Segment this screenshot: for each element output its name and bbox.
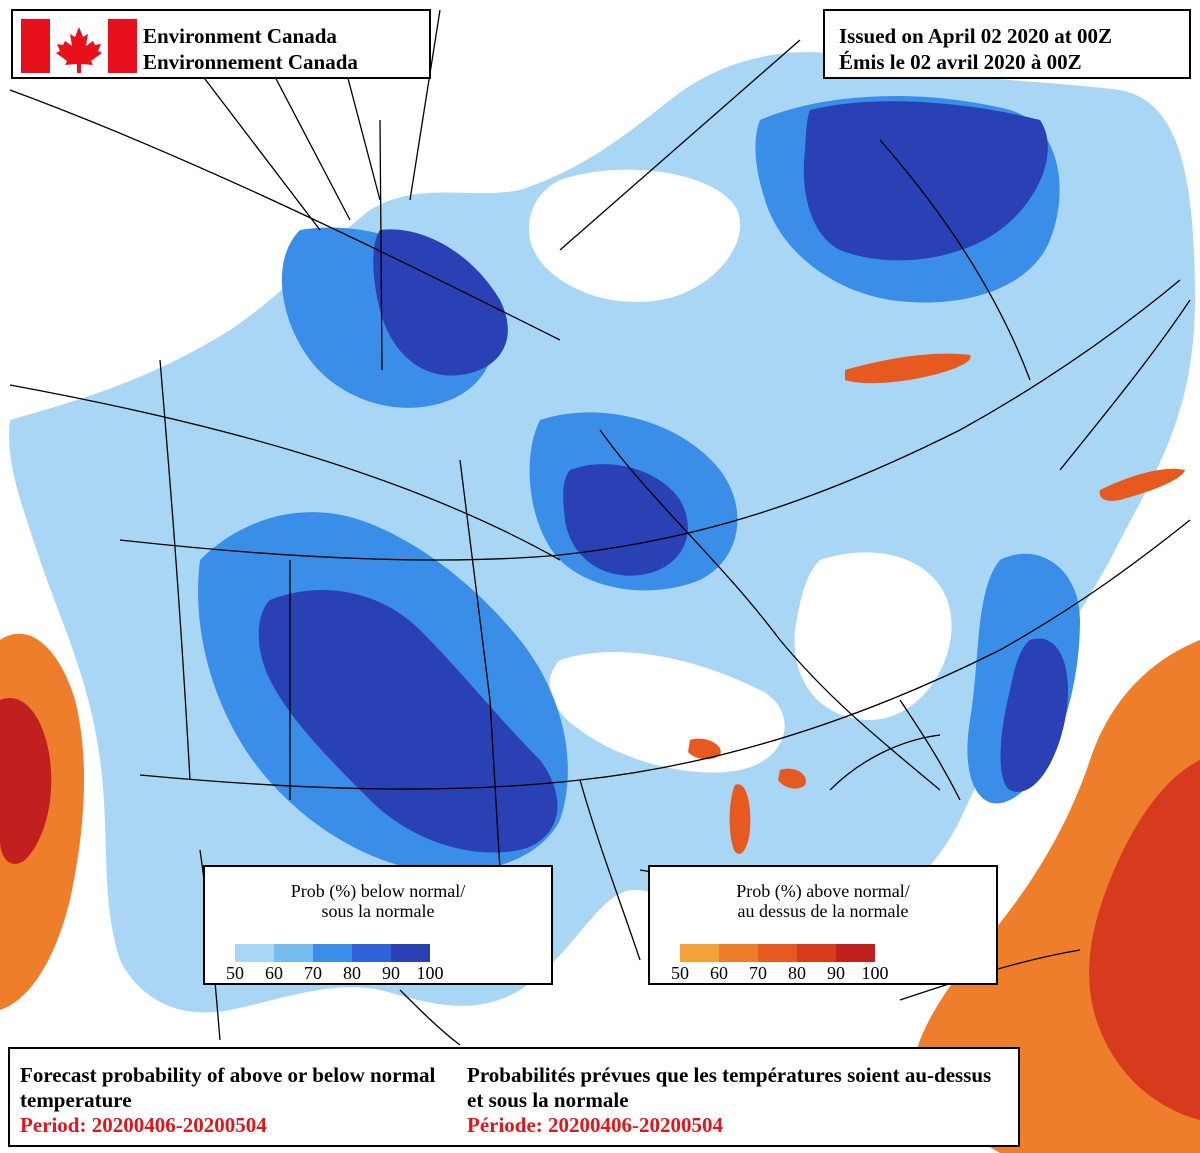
legend-tick-label: 90	[382, 963, 400, 983]
legend-tick-label: 100	[861, 963, 889, 983]
canada-flag-icon	[21, 19, 137, 73]
legend-below-title-1: Prob (%) below normal/	[290, 881, 466, 901]
legend-tick-label: 100	[416, 963, 444, 983]
legend-swatch	[758, 944, 797, 962]
caption-title-fr: Probabilités prévues que les température…	[467, 1063, 992, 1112]
legend-above-normal: Prob (%) above normal/ au dessus de la n…	[648, 865, 998, 985]
legend-tick-label: 50	[226, 963, 244, 983]
legend-above-colorbar	[680, 944, 875, 962]
legend-swatch	[836, 944, 875, 962]
agency-box: Environment Canada Environnement Canada	[11, 9, 431, 79]
legend-swatch	[235, 944, 274, 962]
issued-en: Issued on April 02 2020 at 00Z	[839, 24, 1113, 48]
issued-box: Issued on April 02 2020 at 00Z Émis le 0…	[823, 9, 1191, 79]
legend-swatch	[352, 944, 391, 962]
legend-below-title-2: sous la normale	[321, 901, 435, 921]
legend-tick-label: 80	[788, 963, 806, 983]
agency-name-en: Environment Canada	[143, 24, 337, 48]
agency-name-fr: Environnement Canada	[143, 50, 358, 74]
caption-box: Forecast probability of above or below n…	[8, 1047, 1020, 1147]
legend-tick-label: 70	[749, 963, 767, 983]
issued-fr: Émis le 02 avril 2020 à 00Z	[839, 50, 1082, 74]
legend-swatch	[274, 944, 313, 962]
legend-swatch	[680, 944, 719, 962]
legend-below-normal: Prob (%) below normal/ sous la normale 5…	[203, 865, 553, 985]
legend-below-ticks: 50 60 70 80 90 100	[217, 963, 517, 983]
legend-tick-label: 80	[343, 963, 361, 983]
legend-swatch	[391, 944, 430, 962]
legend-tick-label: 90	[827, 963, 845, 983]
legend-above-title-1: Prob (%) above normal/	[736, 881, 910, 901]
legend-swatch	[313, 944, 352, 962]
legend-swatch	[719, 944, 758, 962]
legend-tick-label: 70	[304, 963, 322, 983]
legend-swatch	[797, 944, 836, 962]
legend-above-ticks: 50 60 70 80 90 100	[662, 963, 962, 983]
legend-tick-label: 50	[671, 963, 689, 983]
legend-tick-label: 60	[265, 963, 283, 983]
caption-title-en: Forecast probability of above or below n…	[20, 1063, 436, 1112]
caption-period-en: Period: 20200406-20200504	[20, 1113, 267, 1137]
caption-period-fr: Période: 20200406-20200504	[467, 1113, 724, 1137]
legend-above-title-2: au dessus de la normale	[737, 901, 909, 921]
legend-below-colorbar	[235, 944, 430, 962]
legend-tick-label: 60	[710, 963, 728, 983]
